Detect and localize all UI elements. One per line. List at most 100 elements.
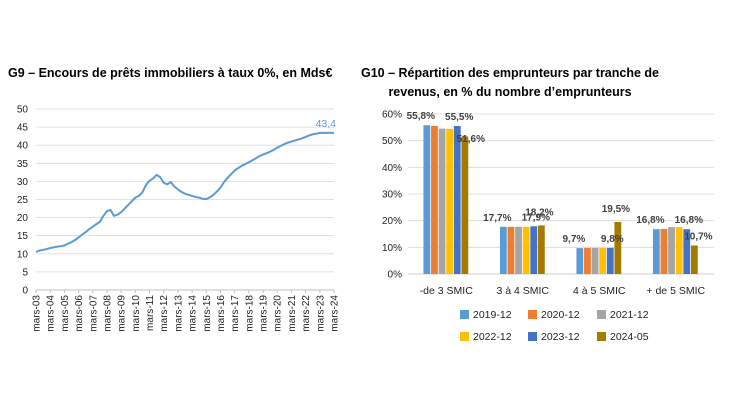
g10-x-tick-label: -de 3 SMIC (420, 285, 474, 297)
g9-y-tick-label: 25 (17, 195, 29, 206)
g10-data-label: 55,8% (407, 111, 435, 122)
g10-y-axis: 0% 10% 20% 30% 40% 50% 60% (382, 110, 402, 281)
g9-x-tick-label: mars-16 (216, 295, 227, 332)
g9-x-tick-label: mars-17 (230, 295, 241, 332)
g10-data-label: 16,8% (636, 215, 664, 226)
g10-chart: G10 – Répartition des emprunteurs par tr… (361, 66, 714, 343)
g10-legend: 2019-12 2020-12 2021-12 2022-12 2023-12 2024-… (460, 309, 649, 343)
g10-bar (515, 226, 522, 274)
g9-y-tick-label: 0 (22, 286, 28, 297)
g9-x-tick-label: mars-24 (330, 295, 341, 332)
g10-bar (675, 227, 683, 274)
g9-x-tick-label: mars-11 (145, 295, 156, 331)
g9-y-tick-label: 45 (17, 123, 29, 134)
g9-x-tick-label: mars-19 (259, 295, 270, 332)
g10-bar (431, 126, 438, 274)
g10-bar (530, 226, 538, 274)
g10-bar (461, 136, 469, 274)
g10-data-label: 51,6% (457, 134, 485, 145)
g10-legend-label: 2024-05 (610, 331, 649, 343)
g10-data-label: 10,7% (684, 232, 712, 243)
g9-y-tick-label: 50 (17, 105, 29, 116)
g9-y-tick-label: 40 (17, 141, 29, 152)
g10-data-label: 19,5% (602, 204, 630, 215)
g10-data-label: 55,5% (445, 112, 473, 123)
g9-x-tick-label: mars-18 (244, 295, 255, 332)
g10-bar (576, 248, 584, 274)
g9-x-axis: mars-03 mars-04 mars-05 mars-06 mars-07 mars-… (32, 290, 341, 332)
g10-bar (507, 226, 515, 274)
g10-bar (446, 128, 454, 274)
g9-x-tick-label: mars-03 (32, 295, 43, 332)
g10-title-line-1: G10 – Répartition des emprunteurs par tr… (361, 66, 659, 80)
g10-data-label: 16,8% (675, 215, 703, 226)
g9-y-tick-label: 5 (22, 267, 28, 278)
g9-x-tick-label: mars-23 (315, 295, 326, 332)
g9-x-tick-label: mars-06 (74, 295, 85, 332)
g10-data-label: 9,7% (563, 234, 586, 245)
g10-legend-label: 2021-12 (610, 309, 649, 321)
g9-series: 43,4 (35, 118, 337, 253)
g10-bar (438, 128, 446, 274)
g9-x-tick-label: mars-20 (273, 295, 284, 332)
g10-bar (599, 247, 607, 274)
g9-x-tick-label: mars-15 (202, 295, 213, 332)
g10-bar (537, 225, 545, 274)
g9-x-tick-label: mars-12 (159, 295, 170, 332)
g10-bar (614, 222, 622, 274)
g10-data-labels: 55,8% 55,5% 51,6% 17,7% 17,9%18,2% 9,7% 9,8% 19… (407, 111, 713, 245)
g9-x-tick-label: mars-21 (287, 295, 298, 332)
g9-x-tick-label: mars-22 (301, 295, 312, 332)
g10-bar (606, 247, 614, 274)
g10-y-tick-label: 40% (382, 163, 402, 174)
g10-legend-swatch (597, 310, 606, 319)
g9-end-value-label: 43,4 (316, 118, 337, 130)
g10-legend-label: 2022-12 (473, 331, 512, 343)
g10-legend-label: 2023-12 (541, 331, 580, 343)
g9-gridlines (36, 108, 334, 291)
g10-x-tick-label: + de 5 SMIC (646, 285, 705, 297)
g10-data-label: 9,8% (601, 234, 624, 245)
g10-bar (584, 247, 591, 274)
g10-title-line-2: revenus, en % du nombre d’emprunteurs (388, 85, 631, 99)
g9-x-tick-label: mars-05 (60, 295, 71, 332)
g10-bar (652, 229, 660, 274)
g10-y-tick-label: 20% (382, 216, 402, 227)
g10-bar (522, 226, 530, 274)
g9-y-axis: 0 5 10 15 20 25 30 35 40 45 50 (17, 105, 29, 297)
g9-y-tick-label: 20 (17, 213, 29, 224)
g9-y-tick-label: 35 (17, 159, 29, 170)
g9-x-tick-label: mars-13 (173, 295, 184, 332)
g9-x-tick-label: mars-10 (131, 295, 142, 332)
g10-bar (591, 247, 599, 274)
g10-y-tick-label: 60% (382, 110, 402, 121)
g10-legend-swatch (528, 332, 537, 341)
g9-y-tick-label: 10 (17, 249, 29, 260)
g10-x-axis: -de 3 SMIC 3 à 4 SMIC 4 à 5 SMIC + de 5 SMI… (420, 285, 706, 297)
g10-y-tick-label: 0% (388, 270, 403, 281)
g10-bar (683, 229, 691, 274)
g10-x-tick-label: 3 à 4 SMIC (496, 285, 549, 297)
g9-x-tick-label: mars-14 (188, 295, 199, 332)
g9-series-line (35, 131, 334, 253)
g9-y-tick-label: 15 (17, 231, 29, 242)
g10-bars (423, 125, 698, 274)
g10-legend-swatch (528, 310, 537, 319)
g10-legend-swatch (597, 332, 606, 341)
g9-x-tick-label: mars-08 (102, 295, 113, 332)
g10-legend-swatch (460, 310, 469, 319)
g10-y-tick-label: 50% (382, 136, 402, 147)
g9-title: G9 – Encours de prêts immobiliers à taux… (8, 66, 332, 80)
g10-bar (668, 227, 675, 274)
g9-x-tick-label: mars-04 (46, 295, 57, 332)
g10-data-label: 17,9% (522, 212, 550, 223)
g10-legend-label: 2020-12 (541, 309, 580, 321)
g10-data-label: 17,7% (483, 213, 511, 224)
g9-y-tick-label: 30 (17, 177, 29, 188)
g10-x-tick-label: 4 à 5 SMIC (573, 285, 626, 297)
g9-x-tick-label: mars-09 (117, 295, 128, 332)
g10-bar (453, 126, 461, 274)
g10-bar (423, 125, 431, 274)
